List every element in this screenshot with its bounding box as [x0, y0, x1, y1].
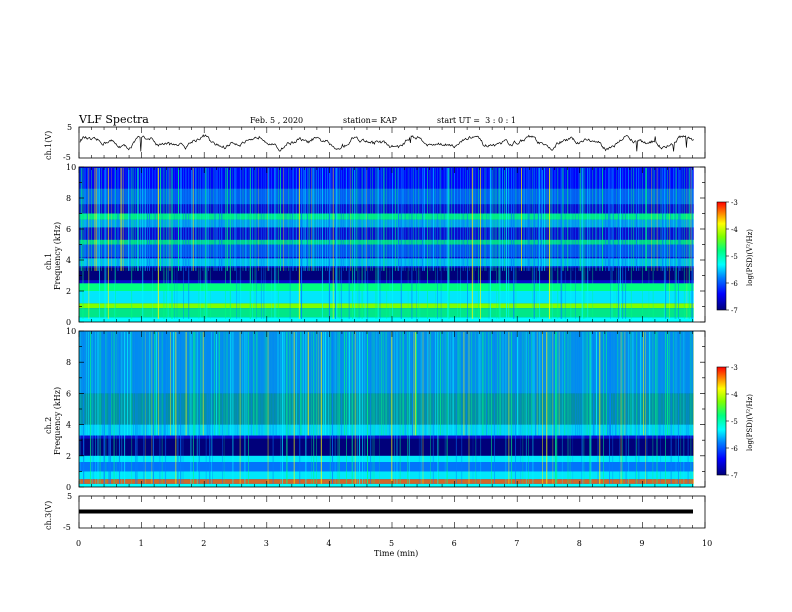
colorbar-tick-label: -7	[731, 472, 738, 480]
time-ticks	[78, 127, 706, 528]
x-axis-label: Time (min)	[374, 549, 418, 558]
x-tick-labels: 0 1 2 3 4 5 6 7 8 9 10	[76, 539, 712, 548]
ch1-waveform-line	[79, 134, 694, 152]
ch3-ytick-bottom: -5	[63, 523, 71, 532]
ch2-ylabel-channel: ch.2	[44, 417, 53, 434]
x-tick-label: 6	[452, 539, 457, 548]
freq-tick-label: 0	[66, 483, 71, 492]
x-tick-label: 3	[264, 539, 269, 548]
ch2-ylabel-freq: Frequency (kHz)	[53, 387, 62, 455]
ch2-colorbar-ticks: -3 -4 -5 -6 -7	[726, 364, 738, 480]
colorbar-tick-label: -3	[731, 364, 738, 372]
x-tick-label: 0	[76, 539, 81, 548]
ch1-colorbar-ticks: -3 -4 -5 -6 -7	[726, 199, 738, 315]
colorbar-tick-label: -4	[731, 226, 738, 234]
ch3-waveform-panel: 5 -5 ch.3(V)	[44, 492, 706, 532]
x-tick-label: 8	[577, 539, 582, 548]
ch3-ylabel: ch.3(V)	[44, 501, 53, 530]
ch1-ylabel-channel: ch.1	[44, 253, 53, 270]
freq-tick-label: 4	[66, 256, 71, 265]
colorbar-tick-label: -3	[731, 199, 738, 207]
colorbar-tick-label: -4	[731, 391, 738, 399]
ch2-colorbar-label: log(PSD)(V²/Hz)	[746, 394, 754, 451]
x-tick-label: 7	[514, 539, 519, 548]
colorbar-tick-label: -7	[731, 307, 738, 315]
x-tick-label: 1	[139, 539, 144, 548]
ch3-waveform-line	[79, 509, 693, 514]
ch1-ylabel-freq: Frequency (kHz)	[53, 222, 62, 290]
ch2-freq-ticks: 0 2 4 6 8 10	[66, 327, 705, 492]
freq-tick-label: 2	[66, 452, 71, 461]
freq-tick-label: 2	[66, 287, 71, 296]
ch1-ylabel: ch.1(V)	[44, 131, 53, 160]
freq-tick-label: 4	[66, 421, 71, 430]
ch1-waveform-panel: 5 -5 ch.1(V)	[44, 123, 706, 162]
start-time-label: start UT = 3 : 0 : 1	[437, 116, 516, 125]
freq-tick-label: 10	[66, 163, 76, 172]
ch2-colorbar	[716, 366, 727, 476]
freq-tick-label: 8	[66, 194, 71, 203]
chart-title: VLF Spectra	[79, 113, 149, 126]
ch2-spectrogram	[79, 331, 705, 487]
freq-tick-label: 10	[66, 327, 76, 336]
ch1-freq-ticks: 0 2 4 6 8 10	[66, 163, 705, 327]
freq-tick-label: 6	[66, 389, 71, 398]
ch1-colorbar	[716, 201, 727, 311]
ch1-ytick-top: 5	[67, 123, 72, 132]
ch1-spectrogram	[79, 167, 705, 322]
x-tick-label: 2	[201, 539, 206, 548]
freq-tick-label: 8	[66, 358, 71, 367]
freq-tick-label: 0	[66, 318, 71, 327]
colorbar-tick-label: -6	[731, 280, 738, 288]
colorbar-tick-label: -5	[731, 253, 738, 261]
ch1-ytick-bottom: -5	[63, 153, 71, 162]
colorbar-tick-label: -6	[731, 445, 738, 453]
freq-tick-label: 6	[66, 225, 71, 234]
date-label: Feb. 5 , 2020	[250, 116, 304, 125]
ch1-colorbar-label: log(PSD)(V²/Hz)	[746, 229, 754, 286]
x-tick-label: 5	[389, 539, 394, 548]
x-tick-label: 10	[702, 539, 712, 548]
colorbar-tick-label: -5	[731, 418, 738, 426]
station-label: station= KAP	[343, 116, 397, 125]
x-tick-label: 4	[326, 539, 331, 548]
x-tick-label: 9	[639, 539, 644, 548]
ch3-ytick-top: 5	[67, 492, 72, 501]
